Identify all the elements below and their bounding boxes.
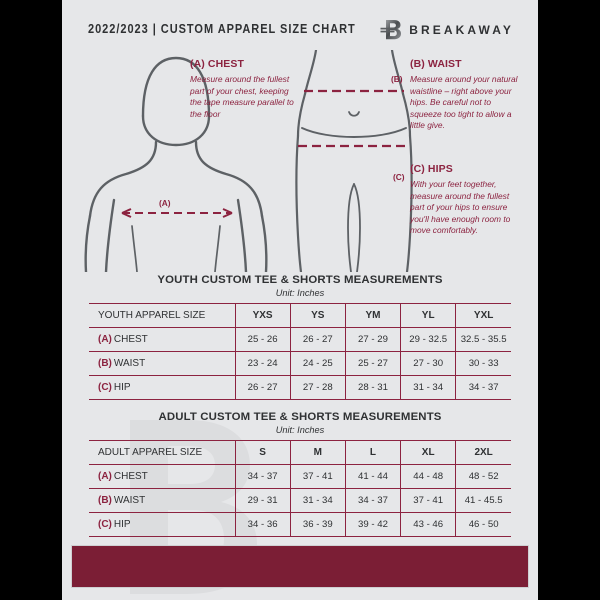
note-chest-title: (A) CHEST bbox=[190, 58, 244, 70]
youth-row-hip-label: (C) HIP bbox=[89, 375, 236, 400]
row-label-hip: HIP bbox=[113, 382, 131, 393]
adult-row-hip-label: (C) HIP bbox=[89, 512, 236, 537]
youth-chest-ys: 26 - 27 bbox=[289, 327, 346, 352]
youth-chest-yxl: 32.5 - 35.5 bbox=[455, 327, 511, 352]
youth-row-chest-label: (A) CHEST bbox=[89, 327, 236, 352]
youth-size-table: YOUTH APPAREL SIZE YXS YS YM YL YXL (A) C… bbox=[89, 303, 511, 400]
youth-hip-ym: 28 - 31 bbox=[344, 375, 402, 400]
adult-hip-2xl: 46 - 50 bbox=[455, 512, 511, 537]
brand-lockup: BREAKAWAY bbox=[380, 18, 514, 42]
youth-hip-yxs: 26 - 27 bbox=[234, 375, 291, 400]
youth-waist-yxs: 23 - 24 bbox=[234, 351, 291, 376]
size-chart-page: 2022/2023 | CUSTOM APPAREL SIZE CHART bbox=[62, 0, 538, 600]
adult-waist-m: 31 - 34 bbox=[289, 488, 346, 513]
youth-chest-ym: 27 - 29 bbox=[344, 327, 402, 352]
adult-waist-2xl: 41 - 45.5 bbox=[455, 488, 511, 513]
youth-table-unit: Unit: Inches bbox=[275, 288, 325, 298]
table-row: (B) WAIST 23 - 24 24 - 25 25 - 27 27 - 30… bbox=[89, 351, 511, 376]
table-row: (C) HIP 26 - 27 27 - 28 28 - 31 31 - 34 3… bbox=[89, 375, 511, 400]
youth-col-ys: YS bbox=[289, 303, 346, 328]
human-hips-front-outline-icon bbox=[295, 50, 413, 272]
chest-dimension-label: (A) bbox=[159, 198, 171, 208]
adult-chest-s: 34 - 37 bbox=[234, 464, 291, 489]
row-tag-a: (A) bbox=[98, 471, 112, 482]
row-tag-b: (B) bbox=[98, 358, 112, 369]
youth-apparel-size-header: YOUTH APPAREL SIZE bbox=[89, 303, 236, 328]
adult-col-s: S bbox=[234, 440, 291, 465]
table-row: (C) HIP 34 - 36 36 - 39 39 - 42 43 - 46 4… bbox=[89, 512, 511, 537]
table-header-row: ADULT APPAREL SIZE S M L XL 2XL bbox=[89, 440, 511, 465]
page-title: 2022/2023 | CUSTOM APPAREL SIZE CHART bbox=[88, 21, 356, 36]
row-label-chest: CHEST bbox=[113, 471, 148, 482]
adult-col-m: M bbox=[289, 440, 346, 465]
youth-col-yxs: YXS bbox=[234, 303, 291, 328]
youth-waist-ym: 25 - 27 bbox=[344, 351, 402, 376]
adult-hip-l: 39 - 42 bbox=[344, 512, 402, 537]
youth-col-yl: YL bbox=[400, 303, 457, 328]
youth-hip-yxl: 34 - 37 bbox=[455, 375, 511, 400]
note-chest-body: Measure around the fullest part of your … bbox=[190, 74, 294, 119]
brand-name: BREAKAWAY bbox=[409, 23, 514, 37]
measurement-diagram: (A) bbox=[62, 50, 538, 272]
table-header-row: YOUTH APPAREL SIZE YXS YS YM YL YXL bbox=[89, 303, 511, 328]
adult-table-unit: Unit: Inches bbox=[275, 425, 325, 435]
youth-waist-yxl: 30 - 33 bbox=[455, 351, 511, 376]
table-row: (A) CHEST 34 - 37 37 - 41 41 - 44 44 - 48… bbox=[89, 464, 511, 489]
row-tag-b: (B) bbox=[98, 495, 112, 506]
row-label-waist: WAIST bbox=[113, 495, 146, 506]
youth-waist-ys: 24 - 25 bbox=[289, 351, 346, 376]
note-waist: (B) WAIST Measure around your natural wa… bbox=[410, 58, 522, 132]
adult-col-2xl: 2XL bbox=[455, 440, 511, 465]
adult-chest-l: 41 - 44 bbox=[344, 464, 402, 489]
adult-col-xl: XL bbox=[400, 440, 457, 465]
note-waist-title: (B) WAIST bbox=[410, 58, 462, 70]
footer-color-band bbox=[71, 545, 529, 588]
youth-chest-yl: 29 - 32.5 bbox=[400, 327, 457, 352]
row-tag-c: (C) bbox=[98, 382, 112, 393]
adult-hip-xl: 43 - 46 bbox=[400, 512, 457, 537]
adult-size-table: ADULT APPAREL SIZE S M L XL 2XL (A) CHEST… bbox=[89, 440, 511, 537]
adult-hip-m: 36 - 39 bbox=[289, 512, 346, 537]
youth-waist-yl: 27 - 30 bbox=[400, 351, 457, 376]
youth-hip-yl: 31 - 34 bbox=[400, 375, 457, 400]
youth-col-yxl: YXL bbox=[455, 303, 511, 328]
note-chest: (A) CHEST Measure around the fullest par… bbox=[190, 58, 298, 120]
youth-chest-yxs: 25 - 26 bbox=[234, 327, 291, 352]
youth-measurements-block: YOUTH CUSTOM TEE & SHORTS MEASUREMENTS U… bbox=[89, 274, 511, 400]
adult-table-title: ADULT CUSTOM TEE & SHORTS MEASUREMENTS bbox=[158, 411, 442, 423]
adult-apparel-size-header: ADULT APPAREL SIZE bbox=[89, 440, 236, 465]
adult-waist-l: 34 - 37 bbox=[344, 488, 402, 513]
row-label-hip: HIP bbox=[113, 519, 131, 530]
row-tag-c: (C) bbox=[98, 519, 112, 530]
adult-chest-xl: 44 - 48 bbox=[400, 464, 457, 489]
adult-chest-2xl: 48 - 52 bbox=[455, 464, 511, 489]
human-torso-front-outline-icon bbox=[84, 56, 268, 272]
document-header: 2022/2023 | CUSTOM APPAREL SIZE CHART bbox=[62, 0, 538, 57]
note-hips-body: With your feet together, measure around … bbox=[410, 179, 511, 236]
adult-row-waist-label: (B) WAIST bbox=[89, 488, 236, 513]
note-waist-body: Measure around your natural waistline – … bbox=[410, 74, 518, 131]
breakaway-b-logo-icon bbox=[380, 18, 402, 42]
adult-row-chest-label: (A) CHEST bbox=[89, 464, 236, 489]
youth-row-waist-label: (B) WAIST bbox=[89, 351, 236, 376]
row-label-waist: WAIST bbox=[113, 358, 146, 369]
youth-col-ym: YM bbox=[344, 303, 402, 328]
adult-measurements-block: ADULT CUSTOM TEE & SHORTS MEASUREMENTS U… bbox=[89, 411, 511, 537]
youth-table-title: YOUTH CUSTOM TEE & SHORTS MEASUREMENTS bbox=[157, 274, 443, 286]
row-tag-a: (A) bbox=[98, 334, 112, 345]
hips-dimension-label: (C) bbox=[393, 172, 405, 182]
adult-chest-m: 37 - 41 bbox=[289, 464, 346, 489]
adult-waist-xl: 37 - 41 bbox=[400, 488, 457, 513]
adult-waist-s: 29 - 31 bbox=[234, 488, 291, 513]
table-row: (B) WAIST 29 - 31 31 - 34 34 - 37 37 - 41… bbox=[89, 488, 511, 513]
note-hips: (C) HIPS With your feet together, measur… bbox=[410, 163, 522, 237]
waist-dimension-label: (B) bbox=[391, 74, 403, 84]
note-hips-title: (C) HIPS bbox=[410, 163, 453, 175]
adult-hip-s: 34 - 36 bbox=[234, 512, 291, 537]
table-row: (A) CHEST 25 - 26 26 - 27 27 - 29 29 - 32… bbox=[89, 327, 511, 352]
youth-hip-ys: 27 - 28 bbox=[289, 375, 346, 400]
row-label-chest: CHEST bbox=[113, 334, 148, 345]
adult-col-l: L bbox=[344, 440, 402, 465]
